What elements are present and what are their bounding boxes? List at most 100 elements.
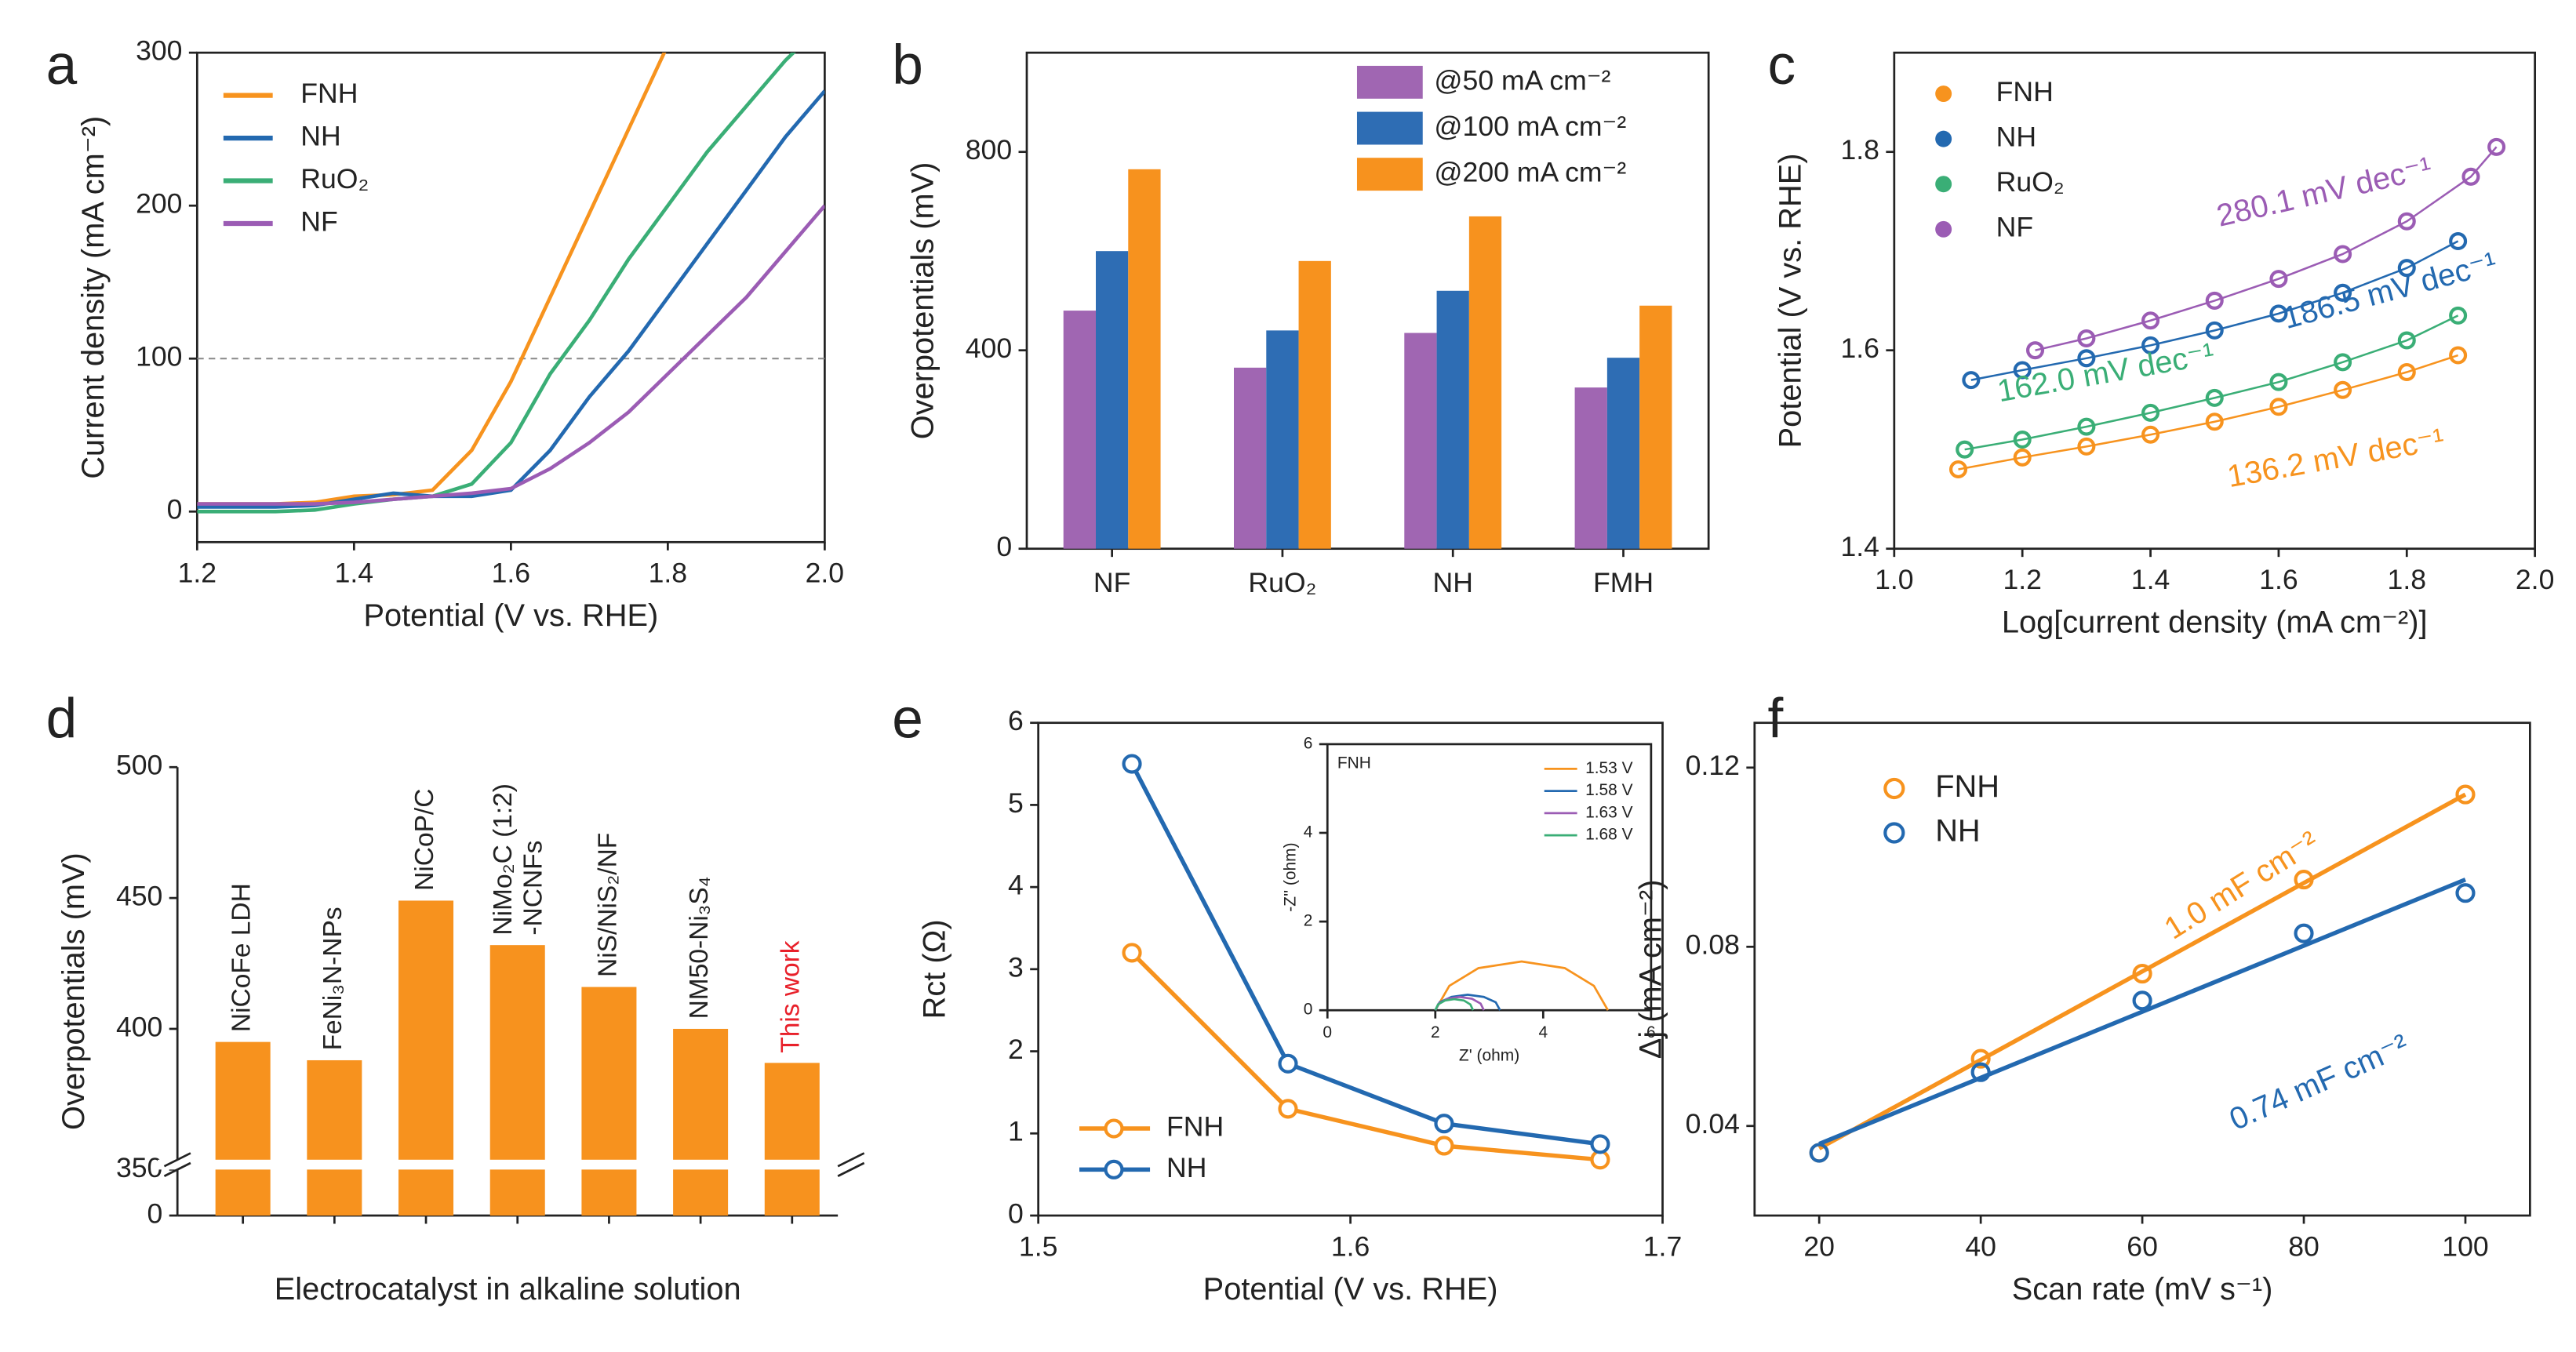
legend-label: FNH [1996, 76, 2054, 107]
bar [673, 1028, 729, 1216]
point [2334, 283, 2352, 302]
y-tick-label: 5 [1008, 787, 1024, 819]
panel-label: e [892, 689, 923, 751]
bar [307, 1059, 362, 1216]
y-tick-label: 4 [1304, 823, 1313, 841]
legend-label: @50 mA cm⁻² [1434, 64, 1610, 96]
point [2294, 870, 2314, 890]
y-axis-label: Overpotentials (mV) [56, 852, 91, 1130]
x-tick-label: 1.2 [178, 558, 216, 589]
inset-title: FNH [1337, 754, 1371, 772]
point [2334, 380, 2352, 399]
y-tick-label: 0.08 [1686, 929, 1740, 961]
y-tick-label: 4 [1008, 870, 1024, 901]
point [2205, 291, 2224, 310]
y-axis-label: Current density (mA cm⁻²) [76, 116, 111, 479]
y-tick-label: 6 [1008, 705, 1024, 736]
bar-label: NiS/NiS₂/NF [593, 833, 622, 977]
panel-label: b [892, 35, 923, 96]
legend-label: 1.53 V [1585, 759, 1633, 777]
y-tick-label: 1.6 [1840, 333, 1879, 364]
bar [1436, 290, 1469, 549]
point [2294, 923, 2314, 943]
point [2334, 245, 2352, 263]
x-tick-label: 2.0 [806, 558, 844, 589]
panel-label: f [1768, 689, 1784, 751]
x-tick-label: 0 [1323, 1023, 1332, 1041]
fit-line [1970, 240, 2459, 381]
y-tick-label: 3 [1008, 951, 1024, 983]
y-tick-label: 450 [116, 880, 162, 911]
x-tick-label: NF [1093, 567, 1130, 598]
y-tick-label: 0 [167, 494, 183, 525]
point [1948, 460, 1968, 479]
line [1130, 950, 1601, 1162]
nyquist-curve [1434, 960, 1610, 1011]
point [1122, 943, 1142, 963]
x-tick-label: 1.4 [2131, 564, 2170, 595]
x-axis-label: Potential (V vs. RHE) [1203, 1272, 1498, 1307]
x-tick-label: 1.8 [2388, 564, 2426, 595]
x-tick-label: 4 [1539, 1023, 1548, 1041]
point [2455, 784, 2476, 805]
bar [1095, 251, 1129, 549]
point [2205, 413, 2224, 431]
legend-marker [1935, 85, 1952, 103]
annotation: 186.5 mV dec⁻¹ [2279, 245, 2501, 336]
y-tick-label: 100 [136, 341, 182, 373]
point [2077, 349, 2096, 368]
bar [764, 1063, 820, 1216]
point [2397, 362, 2416, 382]
nyquist-curve [1434, 998, 1475, 1011]
legend-marker [1935, 220, 1952, 238]
x-tick-label: 6 [1646, 1023, 1656, 1041]
point [2397, 212, 2416, 231]
x-tick-label: 1.2 [2003, 564, 2041, 595]
point [2013, 431, 2032, 449]
bar [215, 1041, 271, 1216]
point [2397, 259, 2416, 278]
point [1434, 1114, 1454, 1134]
bar [1298, 260, 1331, 549]
point [2269, 398, 2288, 416]
point [2449, 346, 2468, 365]
bar-label: NiMo₂C (1:2)-NCNFs [489, 783, 548, 936]
y-tick-label: 0 [1304, 1001, 1313, 1019]
x-axis-label: Electrocatalyst in alkaline solution [275, 1272, 741, 1307]
panel-label: c [1768, 35, 1796, 96]
x-tick-label: FMH [1593, 567, 1654, 598]
x-tick-label: 1.7 [1643, 1230, 1682, 1262]
annotation: 280.1 mV dec⁻¹ [2214, 151, 2435, 234]
point [2269, 373, 2288, 391]
plot-frame [1893, 51, 2537, 551]
point [2455, 883, 2476, 903]
x-axis-label: Z' (ohm) [1459, 1046, 1519, 1064]
bar [581, 987, 637, 1216]
x-tick-label: 2 [1431, 1023, 1440, 1041]
point [2141, 425, 2160, 444]
y-axis-label: Δj (mA cm⁻²) [1633, 879, 1668, 1059]
bar [1063, 311, 1096, 549]
point [2013, 361, 2032, 380]
inset-frame [1326, 743, 1653, 1012]
plot-frame [1025, 51, 1710, 551]
bar-label: FeNi₃N-NPs [318, 907, 347, 1050]
point [2141, 403, 2160, 422]
point [1122, 754, 1142, 774]
y-tick-label: 1 [1008, 1116, 1024, 1147]
legend-label: FNH [300, 78, 358, 109]
fit-line [1817, 792, 2467, 1150]
point [2269, 270, 2288, 289]
legend-marker [1104, 1118, 1124, 1139]
y-tick-label: 800 [966, 134, 1012, 165]
point [2205, 321, 2224, 340]
y-tick-label: 1.8 [1840, 134, 1879, 165]
y-tick-label: 0.12 [1686, 750, 1740, 781]
x-tick-label: 2.0 [2516, 564, 2554, 595]
legend-marker [1935, 130, 1952, 147]
point [2205, 388, 2224, 407]
y-axis-label: Overpotentials (mV) [906, 162, 941, 440]
bar [1606, 358, 1640, 549]
legend-swatch [1356, 111, 1423, 145]
